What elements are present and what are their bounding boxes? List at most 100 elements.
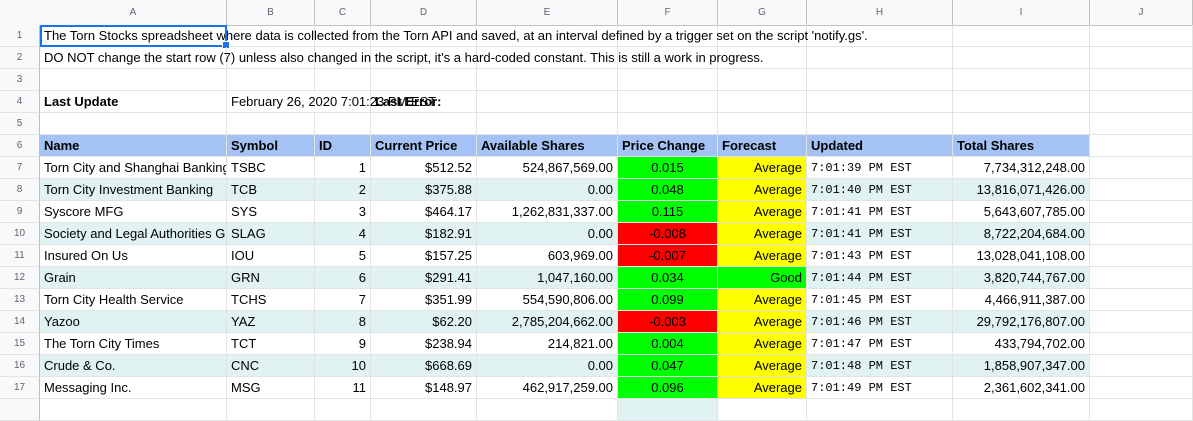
- empty-cell[interactable]: [371, 399, 477, 421]
- empty-cell[interactable]: [227, 69, 315, 91]
- stock-symbol-cell[interactable]: GRN: [227, 267, 315, 289]
- row-number[interactable]: 10: [0, 223, 40, 245]
- updated-cell[interactable]: 7:01:45 PM EST: [807, 289, 953, 311]
- stock-symbol-cell[interactable]: CNC: [227, 355, 315, 377]
- empty-cell[interactable]: [227, 399, 315, 421]
- forecast-cell[interactable]: Average: [718, 355, 807, 377]
- empty-cell[interactable]: [1090, 399, 1193, 421]
- empty-cell[interactable]: [477, 91, 618, 113]
- empty-cell[interactable]: [618, 69, 718, 91]
- empty-cell[interactable]: [718, 399, 807, 421]
- stock-symbol-cell[interactable]: MSG: [227, 377, 315, 399]
- empty-cell[interactable]: [1090, 289, 1193, 311]
- total-shares-cell[interactable]: 29,792,176,807.00: [953, 311, 1090, 333]
- total-shares-cell[interactable]: 4,466,911,387.00: [953, 289, 1090, 311]
- last-update-value[interactable]: February 26, 2020 7:01:23 PM EST: [227, 91, 436, 113]
- stock-name-cell[interactable]: Torn City Health Service: [40, 289, 227, 311]
- forecast-cell[interactable]: Good: [718, 267, 807, 289]
- stock-name-cell[interactable]: Torn City and Shanghai Banking: [40, 157, 227, 179]
- available-shares-cell[interactable]: 0.00: [477, 223, 618, 245]
- total-shares-cell[interactable]: 13,028,041,108.00: [953, 245, 1090, 267]
- available-shares-cell[interactable]: 554,590,806.00: [477, 289, 618, 311]
- row-number[interactable]: 12: [0, 267, 40, 289]
- total-shares-cell[interactable]: 7,734,312,248.00: [953, 157, 1090, 179]
- forecast-cell[interactable]: Average: [718, 223, 807, 245]
- stock-symbol-cell[interactable]: TCHS: [227, 289, 315, 311]
- empty-cell[interactable]: [477, 399, 618, 421]
- header-updated[interactable]: Updated: [807, 135, 953, 157]
- stock-id-cell[interactable]: 3: [315, 201, 371, 223]
- empty-cell[interactable]: [807, 47, 953, 69]
- header-forecast[interactable]: Forecast: [718, 135, 807, 157]
- empty-cell[interactable]: [315, 69, 371, 91]
- total-shares-cell[interactable]: 8,722,204,684.00: [953, 223, 1090, 245]
- price-change-cell[interactable]: -0.007: [618, 245, 718, 267]
- empty-cell[interactable]: [1090, 267, 1193, 289]
- empty-cell[interactable]: [953, 69, 1090, 91]
- empty-cell[interactable]: [227, 25, 315, 47]
- stock-name-cell[interactable]: Insured On Us: [40, 245, 227, 267]
- price-change-cell[interactable]: -0.008: [618, 223, 718, 245]
- forecast-cell[interactable]: Average: [718, 289, 807, 311]
- row-number[interactable]: 5: [0, 113, 40, 135]
- stock-name-cell[interactable]: Torn City Investment Banking: [40, 179, 227, 201]
- column-header-j[interactable]: J: [1090, 0, 1193, 25]
- stock-symbol-cell[interactable]: TSBC: [227, 157, 315, 179]
- empty-cell[interactable]: [371, 47, 477, 69]
- available-shares-cell[interactable]: 0.00: [477, 355, 618, 377]
- empty-cell[interactable]: [1090, 113, 1193, 135]
- last-update-label[interactable]: Last Update: [40, 91, 227, 113]
- updated-cell[interactable]: 7:01:46 PM EST: [807, 311, 953, 333]
- empty-cell[interactable]: [718, 69, 807, 91]
- price-change-cell[interactable]: 0.047: [618, 355, 718, 377]
- last-error-label[interactable]: Last Error:: [371, 91, 477, 113]
- stock-id-cell[interactable]: 4: [315, 223, 371, 245]
- empty-cell[interactable]: [40, 113, 227, 135]
- row-number[interactable]: 15: [0, 333, 40, 355]
- stock-id-cell[interactable]: 10: [315, 355, 371, 377]
- empty-cell[interactable]: [618, 91, 718, 113]
- column-header-i[interactable]: I: [953, 0, 1090, 25]
- empty-cell[interactable]: [1090, 201, 1193, 223]
- column-header-a[interactable]: A: [40, 0, 227, 25]
- current-price-cell[interactable]: $62.20: [371, 311, 477, 333]
- available-shares-cell[interactable]: 214,821.00: [477, 333, 618, 355]
- row-number[interactable]: 9: [0, 201, 40, 223]
- column-header-e[interactable]: E: [477, 0, 618, 25]
- forecast-cell[interactable]: Average: [718, 377, 807, 399]
- empty-cell[interactable]: [315, 47, 371, 69]
- current-price-cell[interactable]: $238.94: [371, 333, 477, 355]
- empty-cell[interactable]: [1090, 333, 1193, 355]
- updated-cell[interactable]: 7:01:41 PM EST: [807, 223, 953, 245]
- empty-cell[interactable]: [315, 399, 371, 421]
- note-cell-a2[interactable]: DO NOT change the start row (7) unless a…: [40, 47, 764, 69]
- forecast-cell[interactable]: Average: [718, 333, 807, 355]
- column-header-h[interactable]: H: [807, 0, 953, 25]
- row-number[interactable]: 8: [0, 179, 40, 201]
- current-price-cell[interactable]: $464.17: [371, 201, 477, 223]
- row-number[interactable]: 11: [0, 245, 40, 267]
- stock-symbol-cell[interactable]: SYS: [227, 201, 315, 223]
- empty-cell[interactable]: [477, 47, 618, 69]
- forecast-cell[interactable]: Average: [718, 311, 807, 333]
- column-header-g[interactable]: G: [718, 0, 807, 25]
- stock-symbol-cell[interactable]: TCB: [227, 179, 315, 201]
- empty-cell[interactable]: [807, 91, 953, 113]
- current-price-cell[interactable]: $668.69: [371, 355, 477, 377]
- header-symbol[interactable]: Symbol: [227, 135, 315, 157]
- empty-cell[interactable]: [618, 25, 718, 47]
- header-id[interactable]: ID: [315, 135, 371, 157]
- price-change-cell[interactable]: 0.115: [618, 201, 718, 223]
- empty-cell[interactable]: [953, 113, 1090, 135]
- stock-id-cell[interactable]: 2: [315, 179, 371, 201]
- forecast-cell[interactable]: Average: [718, 157, 807, 179]
- empty-cell[interactable]: [1090, 135, 1193, 157]
- price-change-cell[interactable]: -0.003: [618, 311, 718, 333]
- empty-cell[interactable]: [718, 47, 807, 69]
- empty-cell[interactable]: [227, 47, 315, 69]
- empty-cell[interactable]: [718, 91, 807, 113]
- empty-cell[interactable]: [1090, 25, 1193, 47]
- empty-cell[interactable]: [807, 69, 953, 91]
- empty-cell[interactable]: [1090, 91, 1193, 113]
- price-change-cell[interactable]: 0.015: [618, 157, 718, 179]
